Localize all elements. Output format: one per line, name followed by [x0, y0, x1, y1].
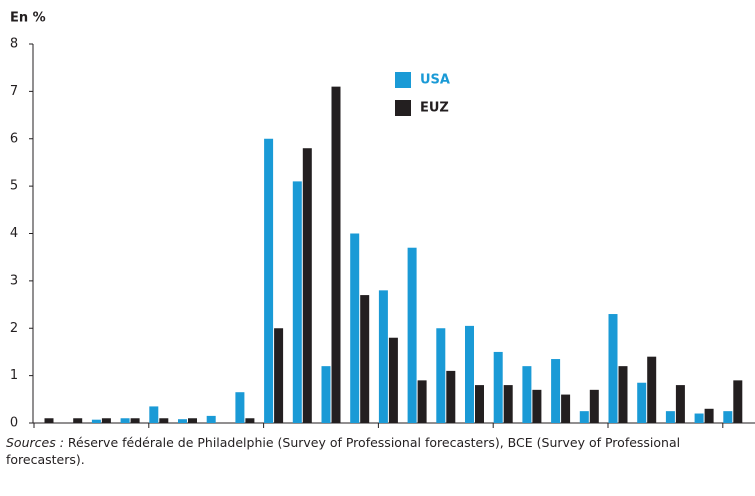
bar — [235, 392, 245, 423]
bar — [551, 359, 561, 423]
bar — [302, 148, 312, 423]
source-label: Sources : — [6, 435, 64, 450]
bar — [91, 419, 101, 423]
bar — [120, 418, 130, 423]
y-tick-label: 4 — [10, 226, 18, 241]
bar — [446, 370, 456, 423]
source-text: Réserve fédérale de Philadelphie (Survey… — [6, 435, 681, 467]
y-tick-label: 1 — [10, 368, 18, 383]
y-tick-label: 0 — [10, 416, 18, 431]
bar — [637, 382, 647, 423]
bar — [130, 418, 140, 423]
bar — [407, 247, 417, 423]
bar — [274, 328, 284, 423]
bar — [206, 415, 216, 423]
bar — [465, 325, 474, 423]
bar — [675, 385, 685, 423]
bar — [589, 389, 599, 423]
bar — [188, 418, 197, 423]
bar — [44, 418, 54, 423]
bar — [178, 419, 187, 423]
y-tick-label: 8 — [10, 37, 18, 52]
bar — [723, 411, 733, 423]
bar — [331, 86, 341, 423]
source-note: Sources : Réserve fédérale de Philadelph… — [6, 434, 751, 468]
bar — [665, 411, 675, 423]
bar — [159, 418, 169, 423]
legend-swatch — [395, 72, 411, 88]
bar — [350, 233, 360, 423]
bar — [378, 290, 388, 423]
bar — [579, 411, 589, 423]
legend-label: USA — [420, 73, 450, 88]
legend-label: EUZ — [420, 101, 449, 116]
bar — [733, 380, 743, 423]
y-tick-label: 6 — [10, 131, 18, 146]
bar — [608, 314, 618, 423]
y-tick-label: 7 — [10, 84, 18, 99]
bar — [561, 394, 571, 423]
bar — [436, 328, 446, 423]
bar — [388, 337, 398, 423]
bar — [245, 418, 255, 423]
bar — [522, 366, 532, 423]
legend-swatch — [395, 100, 411, 116]
bar — [321, 366, 331, 423]
bar — [101, 418, 111, 423]
bar — [532, 389, 542, 423]
y-tick-label: 5 — [10, 179, 18, 194]
bar — [149, 406, 159, 423]
chart: En % 01234567820072008200920102011201220… — [10, 11, 755, 449]
bar — [360, 295, 370, 423]
bar — [704, 408, 714, 423]
bar — [503, 385, 513, 423]
bar — [493, 351, 503, 423]
unit-label: En % — [10, 11, 46, 26]
bar — [292, 181, 302, 423]
bar — [73, 418, 83, 423]
bar — [647, 356, 657, 423]
y-tick-label: 2 — [10, 321, 18, 336]
bar — [417, 380, 427, 423]
bar — [475, 385, 484, 423]
bar — [618, 366, 628, 423]
bar — [264, 138, 274, 423]
bar — [694, 413, 704, 423]
y-tick-label: 3 — [10, 273, 18, 288]
